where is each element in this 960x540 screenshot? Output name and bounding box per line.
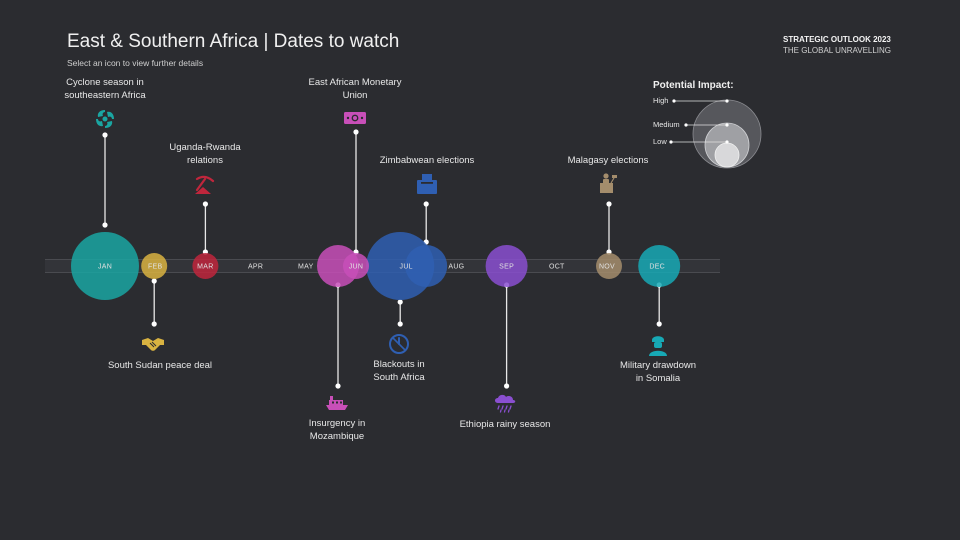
event-label-cyclone[interactable]: Cyclone season in southeastern Africa bbox=[64, 77, 146, 101]
month-label-nov: NOV bbox=[599, 264, 615, 271]
brand-line-1: STRATEGIC OUTLOOK 2023 bbox=[783, 35, 891, 44]
event-label-malagasy[interactable]: Malagasy elections bbox=[567, 155, 649, 166]
impact-bubble-south-sudan[interactable] bbox=[141, 253, 168, 279]
connector-dot-ethiopia-icon bbox=[504, 383, 510, 389]
impact-bubble-malagasy[interactable] bbox=[596, 253, 622, 279]
cyclone-icon[interactable] bbox=[94, 108, 116, 130]
impact-bubble-somalia[interactable] bbox=[638, 245, 681, 287]
legend-title: Potential Impact: bbox=[653, 80, 734, 91]
month-label-oct: OCT bbox=[549, 264, 565, 271]
legend-label-low: Low bbox=[653, 137, 667, 146]
power-off-icon[interactable] bbox=[388, 333, 410, 355]
month-label-dec: DEC bbox=[649, 264, 665, 271]
connector-dot-eamu-icon bbox=[353, 129, 359, 135]
legend-dot-medium-right bbox=[725, 123, 729, 127]
bubble-layer bbox=[71, 232, 681, 300]
event-label-zimbabwe[interactable]: Zimbabwean elections bbox=[379, 155, 475, 166]
legend-circle-low bbox=[714, 142, 740, 168]
month-label-aug: AUG bbox=[448, 264, 464, 271]
connector-dot-somalia-icon bbox=[656, 321, 662, 327]
legend-dot-high-left bbox=[672, 99, 676, 103]
event-label-south-sudan[interactable]: South Sudan peace deal bbox=[107, 360, 213, 371]
legend-dot-medium-left bbox=[684, 123, 688, 127]
handshake-icon[interactable] bbox=[141, 336, 165, 352]
impact-bubble-ethiopia[interactable] bbox=[485, 245, 528, 287]
connector-dot-malagasy-icon bbox=[606, 201, 612, 207]
connector-layer bbox=[102, 129, 662, 389]
legend-label-high: High bbox=[653, 96, 669, 105]
event-label-mozambique[interactable]: Insurgency in Mozambique bbox=[308, 418, 366, 442]
connector-dot-blackouts-icon bbox=[397, 321, 403, 327]
event-label-uganda-rwanda[interactable]: Uganda-Rwanda relations bbox=[169, 142, 241, 166]
page-title: East & Southern Africa | Dates to watch bbox=[67, 31, 400, 52]
connector-dot-south-sudan-axis bbox=[151, 278, 157, 284]
rain-cloud-icon[interactable] bbox=[493, 393, 517, 413]
connector-dot-mozambique-icon bbox=[335, 383, 341, 389]
event-label-somalia[interactable]: Military drawdown in Somalia bbox=[619, 360, 697, 384]
banknote-icon[interactable] bbox=[343, 110, 367, 126]
month-label-apr: APR bbox=[248, 264, 263, 271]
impact-bubble-cyclone[interactable] bbox=[71, 232, 139, 300]
month-label-mar: MAR bbox=[197, 264, 213, 271]
soldier-icon[interactable] bbox=[647, 333, 669, 357]
month-label-jun: JUN bbox=[349, 264, 364, 271]
legend-label-medium: Medium bbox=[653, 120, 680, 129]
event-label-ethiopia[interactable]: Ethiopia rainy season bbox=[459, 419, 551, 430]
page-subtitle: Select an icon to view further details bbox=[67, 58, 204, 68]
legend-dot-low-right bbox=[725, 140, 729, 144]
speaker-podium-icon[interactable] bbox=[597, 172, 619, 194]
impact-bubble-eamu[interactable] bbox=[343, 253, 369, 279]
legend-dot-low-left bbox=[669, 140, 673, 144]
brand-line-2: THE GLOBAL UNRAVELLING bbox=[783, 46, 892, 55]
month-label-may: MAY bbox=[298, 264, 314, 271]
month-label-feb: FEB bbox=[148, 264, 163, 271]
connector-dot-south-sudan-icon bbox=[151, 321, 157, 327]
month-label-jul: JUL bbox=[400, 264, 413, 271]
report-brand: STRATEGIC OUTLOOK 2023 THE GLOBAL UNRAVE… bbox=[783, 34, 891, 56]
connector-dot-uganda-rwanda-icon bbox=[202, 201, 208, 207]
connector-dot-cyclone-axis bbox=[102, 132, 108, 138]
impact-bubble-zimbabwe[interactable] bbox=[405, 245, 448, 287]
connector-dot-zimbabwe-icon bbox=[423, 201, 429, 207]
impact-bubble-uganda-rwanda[interactable] bbox=[192, 253, 219, 279]
month-label-sep: SEP bbox=[499, 264, 514, 271]
event-label-eamu[interactable]: East African Monetary Union bbox=[308, 77, 402, 101]
connector-dot-blackouts-axis bbox=[397, 299, 403, 305]
event-label-blackouts[interactable]: Blackouts in South Africa bbox=[373, 359, 425, 383]
ballot-box-icon[interactable] bbox=[415, 173, 439, 195]
connector-dot-cyclone-icon bbox=[102, 222, 108, 228]
impact-legend bbox=[669, 99, 762, 169]
pickaxe-icon[interactable] bbox=[193, 175, 217, 195]
month-label-jan: JAN bbox=[98, 264, 112, 271]
month-labels: JAN FEB MAR APR MAY JUN JUL AUG SEP OCT NOV DEC bbox=[98, 264, 665, 271]
ship-icon[interactable] bbox=[325, 394, 349, 412]
legend-dot-high-right bbox=[725, 99, 729, 103]
